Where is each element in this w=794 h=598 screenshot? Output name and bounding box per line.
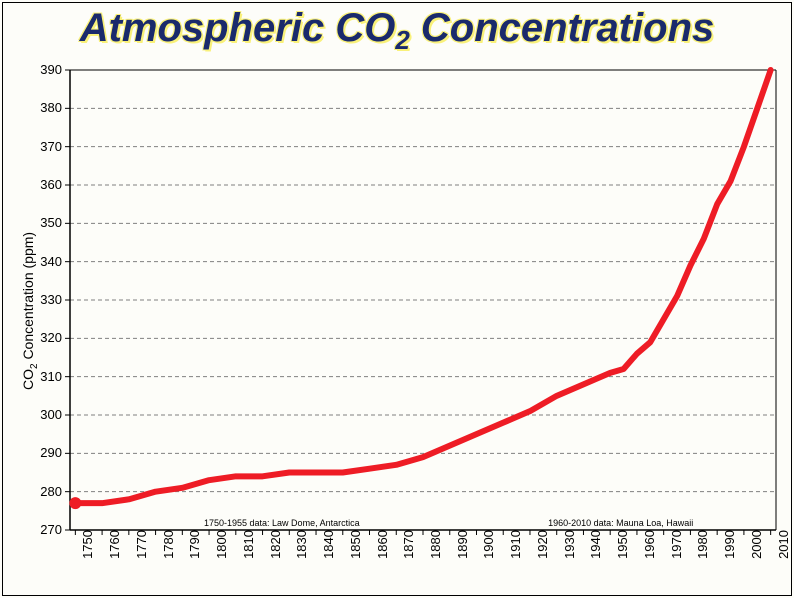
x-tick-label: 1750 (80, 530, 95, 570)
y-tick-label: 330 (32, 292, 62, 307)
y-tick-label: 360 (32, 177, 62, 192)
x-tick-label: 1960 (642, 530, 657, 570)
y-tick-label: 290 (32, 445, 62, 460)
x-tick-label: 1860 (375, 530, 390, 570)
y-tick-label: 280 (32, 484, 62, 499)
x-tick-label: 1940 (588, 530, 603, 570)
y-tick-label: 370 (32, 139, 62, 154)
chart-svg (70, 70, 776, 530)
x-tick-label: 1900 (481, 530, 496, 570)
x-tick-label: 1780 (161, 530, 176, 570)
y-tick-label: 270 (32, 522, 62, 537)
x-tick-label: 1760 (107, 530, 122, 570)
x-tick-label: 1910 (508, 530, 523, 570)
x-tick-label: 1850 (348, 530, 363, 570)
source-note: 1750-1955 data: Law Dome, Antarctica (204, 518, 360, 528)
x-tick-label: 1800 (214, 530, 229, 570)
x-tick-label: 2000 (749, 530, 764, 570)
x-tick-label: 1880 (428, 530, 443, 570)
x-tick-label: 1770 (134, 530, 149, 570)
x-tick-label: 1890 (455, 530, 470, 570)
x-tick-label: 1840 (321, 530, 336, 570)
x-tick-label: 2010 (776, 530, 791, 570)
y-tick-label: 390 (32, 62, 62, 77)
x-tick-label: 1980 (695, 530, 710, 570)
y-tick-label: 310 (32, 369, 62, 384)
y-tick-label: 300 (32, 407, 62, 422)
y-tick-label: 350 (32, 215, 62, 230)
title-post: Concentrations (410, 6, 714, 50)
x-tick-label: 1950 (615, 530, 630, 570)
chart-title: Atmospheric CO2 Concentrations (0, 6, 794, 51)
x-tick-label: 1870 (401, 530, 416, 570)
title-sub: 2 (395, 25, 409, 55)
source-note: 1960-2010 data: Mauna Loa, Hawaii (548, 518, 693, 528)
x-tick-label: 1830 (294, 530, 309, 570)
x-tick-label: 1810 (241, 530, 256, 570)
x-tick-label: 1820 (268, 530, 283, 570)
x-tick-label: 1990 (722, 530, 737, 570)
y-tick-label: 380 (32, 100, 62, 115)
y-tick-label: 320 (32, 330, 62, 345)
y-tick-label: 340 (32, 254, 62, 269)
x-tick-label: 1790 (187, 530, 202, 570)
x-tick-label: 1920 (535, 530, 550, 570)
title-pre: Atmospheric CO (80, 6, 396, 50)
x-tick-label: 1930 (562, 530, 577, 570)
x-tick-label: 1970 (669, 530, 684, 570)
